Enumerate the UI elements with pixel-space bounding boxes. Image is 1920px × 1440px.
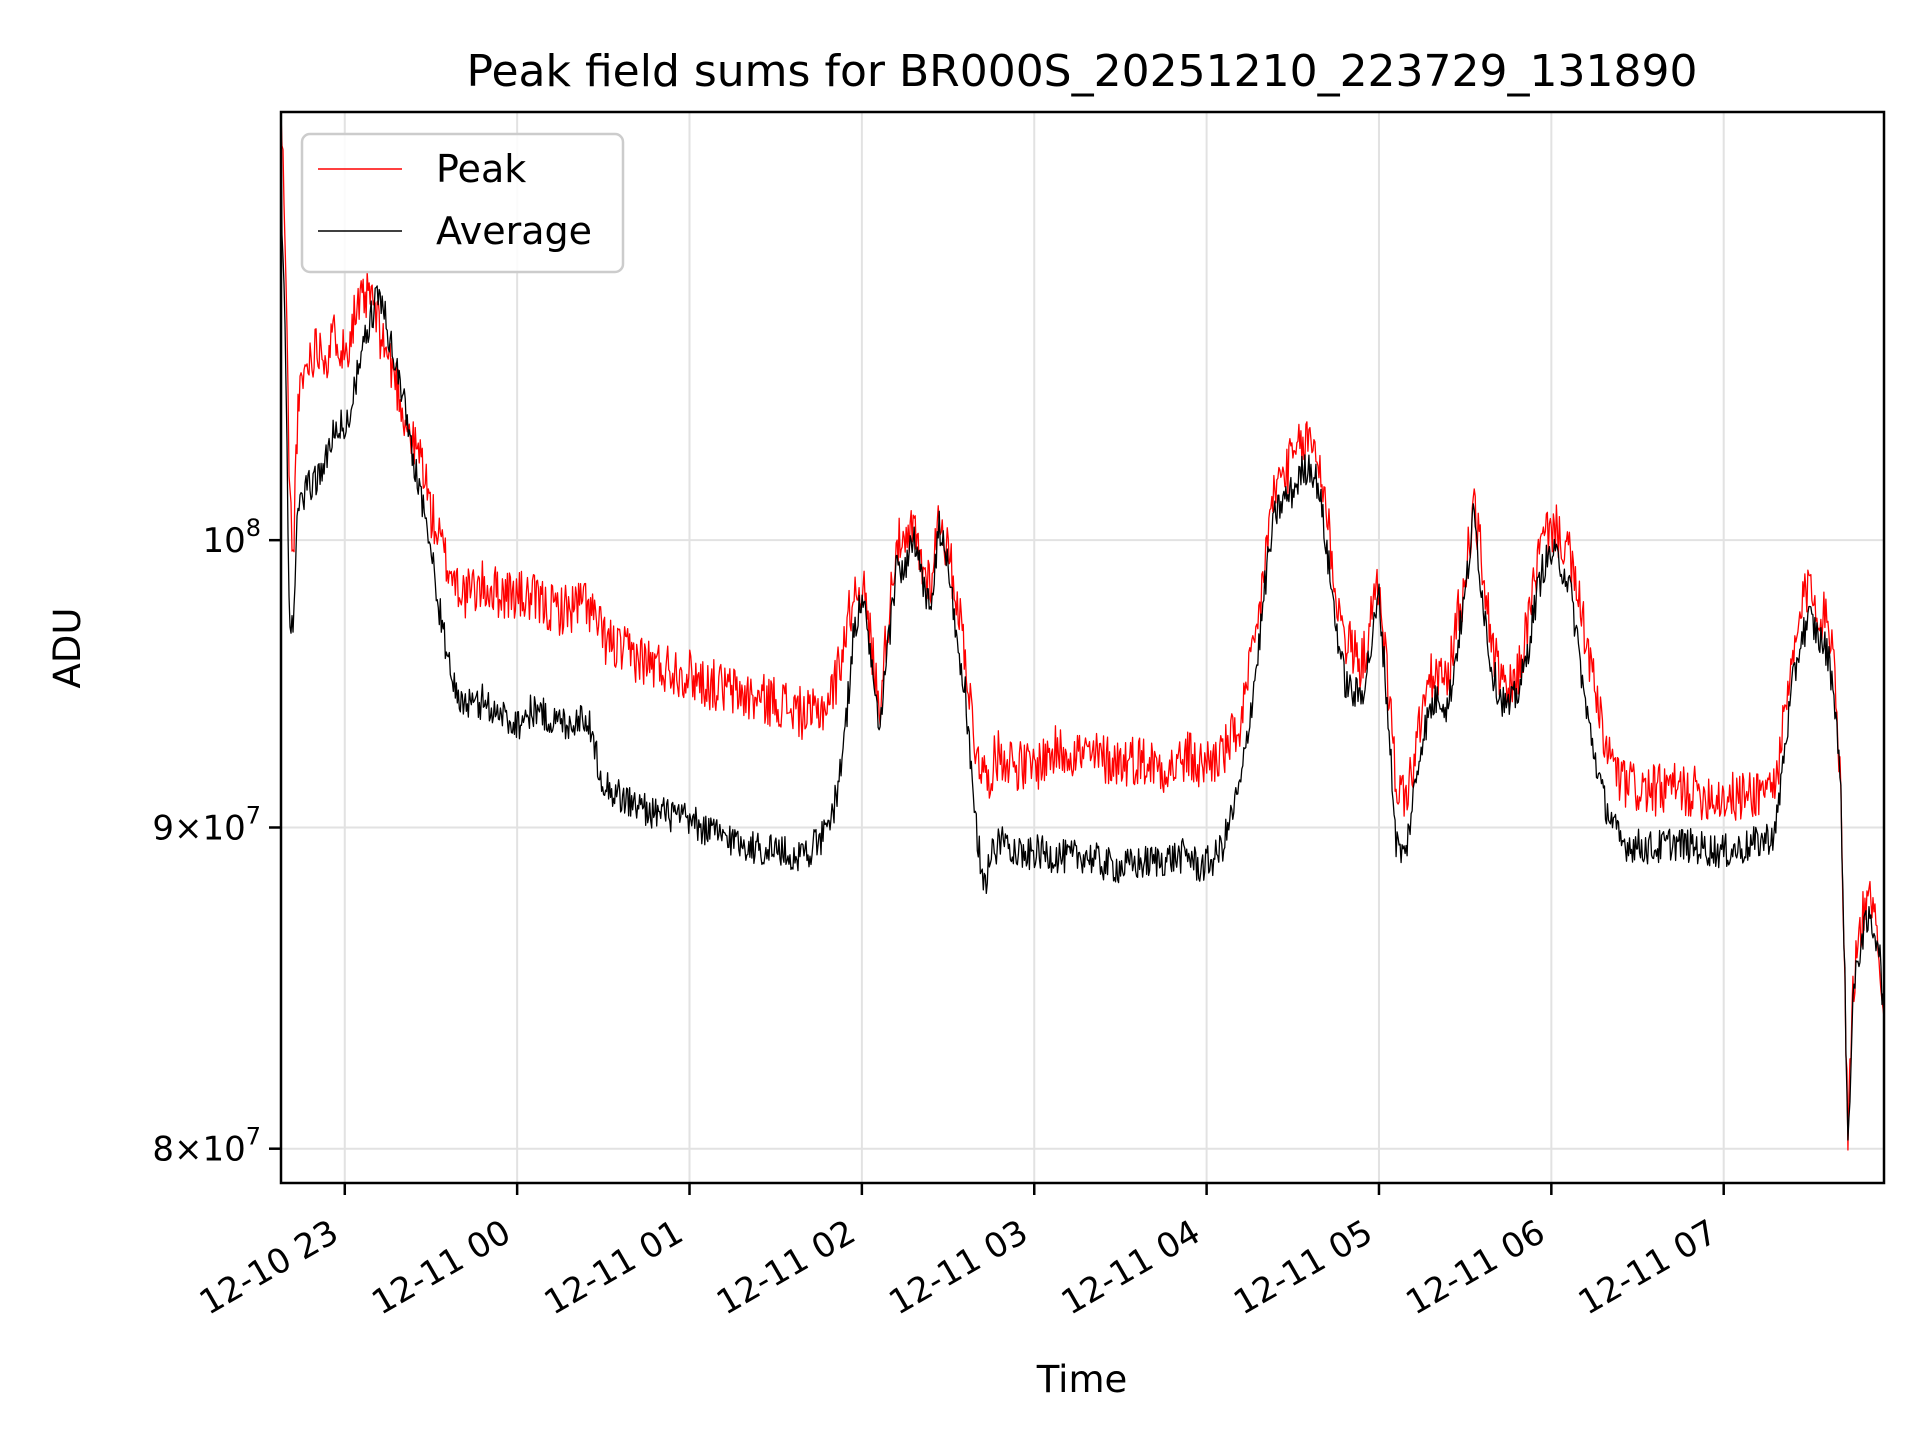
y-axis-label: ADU [46,608,89,689]
legend-label-average: Average [436,209,592,253]
y-tick-label: 108 [202,514,261,561]
y-tick-base: 9× [152,808,202,848]
y-tick-power-base: 10 [202,808,245,848]
x-axis-label: Time [1036,1358,1128,1401]
series-line-average [280,111,1885,1141]
y-tick-exponent: 7 [246,801,261,829]
chart-title: Peak field sums for BR000S_20251210_2237… [466,46,1697,97]
y-tick-label: 9×107 [152,801,261,848]
legend-label-peak: Peak [436,147,526,191]
series-layer [280,111,1885,1151]
series-line-peak [280,111,1885,1151]
y-tick-exponent: 8 [246,514,261,542]
plot-area-frame [279,110,1886,1185]
legend: Peak Average [300,132,625,274]
y-tick-exponent: 7 [246,1123,261,1151]
y-tick-base: 8× [152,1130,202,1170]
y-tick-power-base: 10 [202,1130,245,1170]
gridlines [281,112,1884,1183]
y-tick-power-base: 10 [202,521,245,561]
y-tick-label: 8×107 [152,1123,261,1170]
